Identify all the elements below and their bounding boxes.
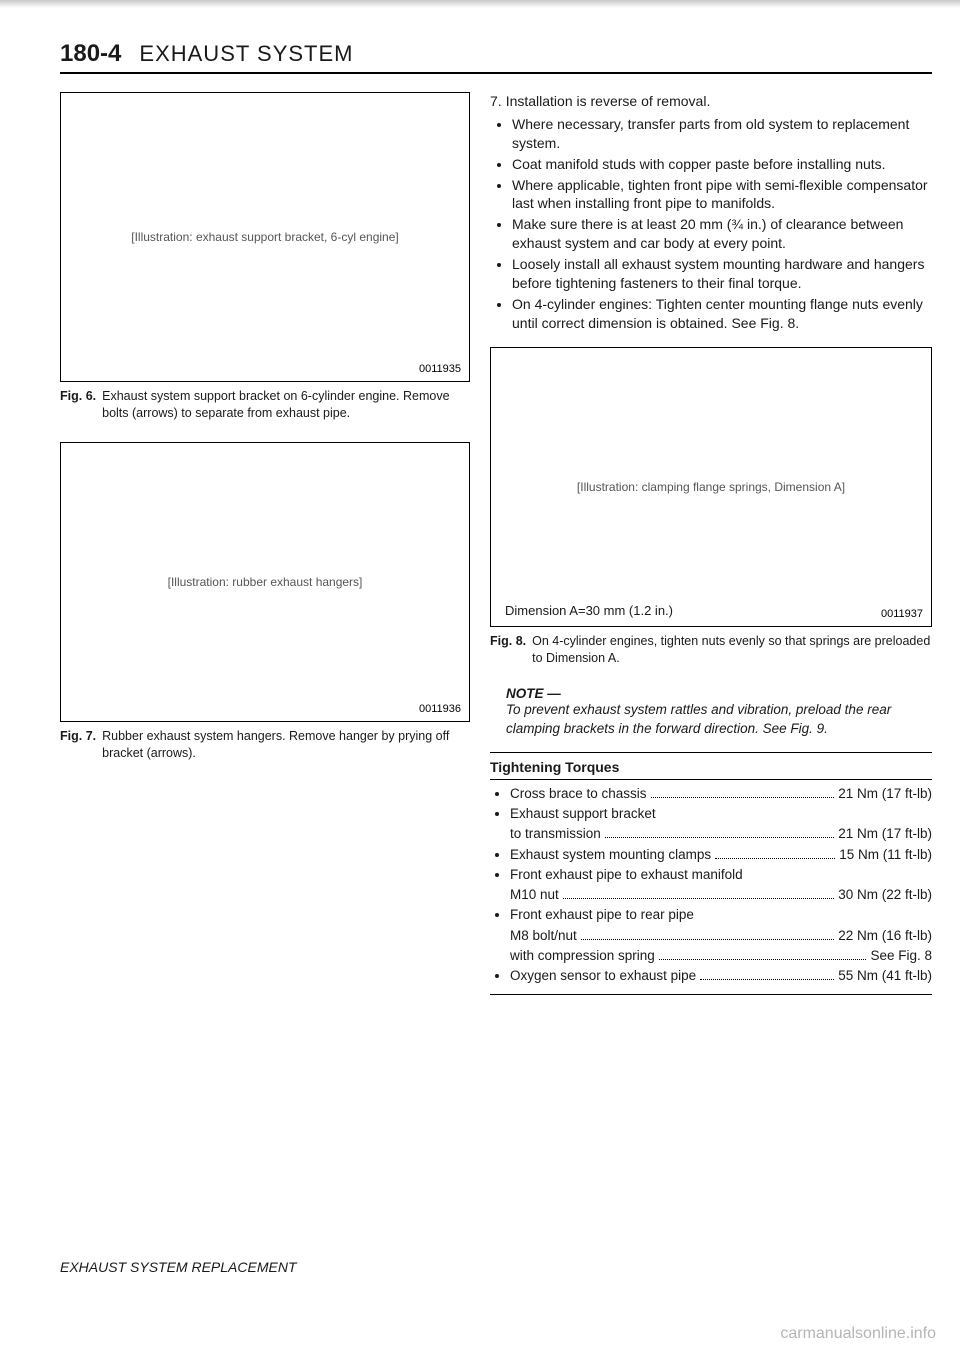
torque-sublabel: M10 nut xyxy=(510,885,559,905)
figure-7-caption: Fig. 7. Rubber exhaust system hangers. R… xyxy=(60,728,470,762)
leader-dots xyxy=(715,858,835,859)
figure-7-id: 0011936 xyxy=(419,703,461,715)
manual-page: 180-4 EXHAUST SYSTEM [Illustration: exha… xyxy=(0,0,960,1357)
figure-7-placeholder: [Illustration: rubber exhaust hangers] xyxy=(160,567,371,597)
figure-6-id: 0011935 xyxy=(419,363,461,375)
torque-section: Tightening Torques Cross brace to chassi… xyxy=(490,752,932,996)
note-body: To prevent exhaust system rattles and vi… xyxy=(506,701,932,737)
torque-list: Cross brace to chassis 21 Nm (17 ft-lb) … xyxy=(490,784,932,987)
figure-6-caption: Fig. 6. Exhaust system support bracket o… xyxy=(60,388,470,422)
figure-8-label: Fig. 8. xyxy=(490,633,526,667)
torque-sublabel: M8 bolt/nut xyxy=(510,926,577,946)
figure-6-placeholder: [Illustration: exhaust support bracket, … xyxy=(123,222,406,252)
torque-label: Exhaust support bracket xyxy=(510,804,932,824)
torque-label: Front exhaust pipe to exhaust manifold xyxy=(510,865,932,885)
torque-sublabel: to transmission xyxy=(510,824,601,844)
figure-6-caption-text: Exhaust system support bracket on 6-cyli… xyxy=(102,388,470,422)
figure-8-box: [Illustration: clamping flange springs, … xyxy=(490,347,932,627)
torque-item: Cross brace to chassis 21 Nm (17 ft-lb) xyxy=(510,784,932,804)
leader-dots xyxy=(605,837,834,838)
right-column: 7. Installation is reverse of removal. W… xyxy=(490,92,932,995)
page-number: 180-4 xyxy=(60,40,121,68)
torque-value: 21 Nm (17 ft-lb) xyxy=(838,824,932,844)
step-7-text: Installation is reverse of removal. xyxy=(506,92,711,111)
note-block: NOTE — To prevent exhaust system rattles… xyxy=(506,686,932,737)
leader-dots xyxy=(659,959,867,960)
note-title: NOTE — xyxy=(506,686,932,701)
torque-item: Front exhaust pipe to exhaust manifold M… xyxy=(510,865,932,906)
torque-value: 22 Nm (16 ft-lb) xyxy=(838,926,932,946)
step-7-bullet: Where applicable, tighten front pipe wit… xyxy=(512,176,932,214)
content-columns: [Illustration: exhaust support bracket, … xyxy=(60,92,932,995)
torque-sublabel: with compression spring xyxy=(510,946,655,966)
step-7-head: 7. Installation is reverse of removal. xyxy=(490,92,932,111)
torque-value: 21 Nm (17 ft-lb) xyxy=(838,784,932,804)
torque-label: Oxygen sensor to exhaust pipe xyxy=(510,966,696,986)
step-7-bullet: On 4-cylinder engines: Tighten center mo… xyxy=(512,295,932,333)
figure-6-box: [Illustration: exhaust support bracket, … xyxy=(60,92,470,382)
page-title: EXHAUST SYSTEM xyxy=(139,41,353,67)
step-7-bullet: Loosely install all exhaust system mount… xyxy=(512,255,932,293)
top-shadow xyxy=(0,0,960,8)
leader-dots xyxy=(581,939,834,940)
torque-label: Front exhaust pipe to rear pipe xyxy=(510,905,932,925)
torque-value: 55 Nm (41 ft-lb) xyxy=(838,966,932,986)
torque-value: See Fig. 8 xyxy=(870,946,932,966)
figure-6-label: Fig. 6. xyxy=(60,388,96,422)
step-7-bullet: Make sure there is at least 20 mm (¾ in.… xyxy=(512,215,932,253)
watermark: carmanualsonline.info xyxy=(780,1325,936,1343)
figure-8-dimension: Dimension A=30 mm (1.2 in.) xyxy=(505,603,673,618)
torque-value: 30 Nm (22 ft-lb) xyxy=(838,885,932,905)
torque-item: Oxygen sensor to exhaust pipe 55 Nm (41 … xyxy=(510,966,932,986)
figure-8-caption-text: On 4-cylinder engines, tighten nuts even… xyxy=(532,633,932,667)
torque-label: Cross brace to chassis xyxy=(510,784,647,804)
torque-value: 15 Nm (11 ft-lb) xyxy=(839,845,932,865)
figure-8-id: 0011937 xyxy=(881,608,923,620)
torque-label: Exhaust system mounting clamps xyxy=(510,845,711,865)
torque-title: Tightening Torques xyxy=(490,759,932,780)
page-header: 180-4 EXHAUST SYSTEM xyxy=(60,40,932,74)
leader-dots xyxy=(651,797,835,798)
torque-item: Exhaust support bracket to transmission … xyxy=(510,804,932,845)
step-7-bullet: Where necessary, transfer parts from old… xyxy=(512,115,932,153)
left-column: [Illustration: exhaust support bracket, … xyxy=(60,92,470,995)
figure-7-caption-text: Rubber exhaust system hangers. Remove ha… xyxy=(102,728,470,762)
leader-dots xyxy=(563,898,834,899)
step-7-number: 7. xyxy=(490,92,502,111)
step-7-bullet: Coat manifold studs with copper paste be… xyxy=(512,155,932,174)
figure-8-caption: Fig. 8. On 4-cylinder engines, tighten n… xyxy=(490,633,932,667)
step-7: 7. Installation is reverse of removal. W… xyxy=(490,92,932,333)
leader-dots xyxy=(700,979,834,980)
figure-7-label: Fig. 7. xyxy=(60,728,96,762)
torque-item: Front exhaust pipe to rear pipe M8 bolt/… xyxy=(510,905,932,966)
step-7-bullets: Where necessary, transfer parts from old… xyxy=(490,115,932,333)
figure-7-box: [Illustration: rubber exhaust hangers] 0… xyxy=(60,442,470,722)
footer-text: EXHAUST SYSTEM REPLACEMENT xyxy=(60,1259,297,1275)
figure-8-placeholder: [Illustration: clamping flange springs, … xyxy=(569,472,853,502)
torque-item: Exhaust system mounting clamps 15 Nm (11… xyxy=(510,845,932,865)
